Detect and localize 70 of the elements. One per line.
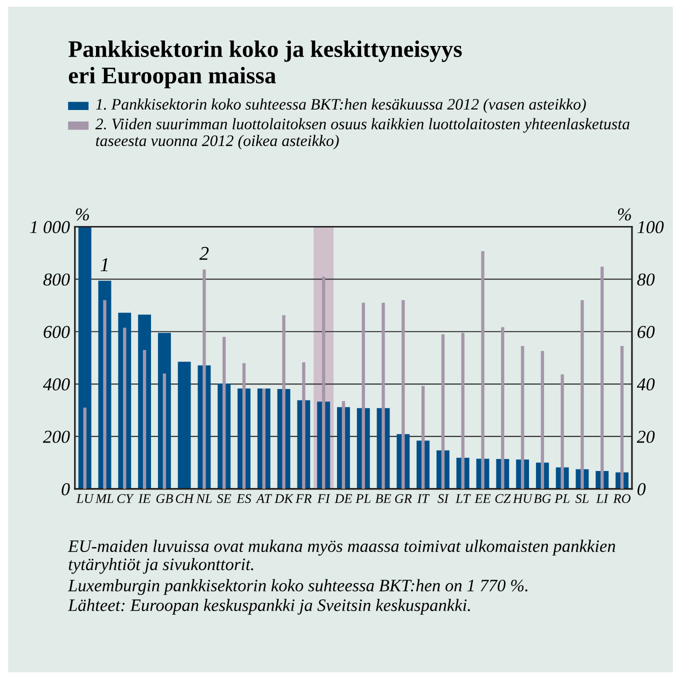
bar <box>123 328 126 489</box>
x-tick-label: LU <box>76 494 94 504</box>
y2-tick-label: 0 <box>638 483 646 496</box>
y2-tick-label: 60 <box>638 326 655 338</box>
bar <box>282 315 286 489</box>
y-tick-label: 800 <box>43 273 70 286</box>
bar <box>402 300 405 489</box>
x-tick-label: LI <box>596 494 609 503</box>
x-tick-label: CY <box>117 494 134 504</box>
x-tick-label: IT <box>417 494 430 503</box>
x-tick-label: GR <box>395 494 412 504</box>
bar <box>322 276 326 489</box>
y2-tick-label: 100 <box>637 221 664 234</box>
y-tick-label: 200 <box>42 430 70 443</box>
x-tick-label: DK <box>274 494 294 503</box>
bar <box>83 408 86 489</box>
bar <box>382 302 385 489</box>
bar <box>78 226 92 489</box>
bar <box>580 300 584 489</box>
x-tick-label: ES <box>236 494 252 504</box>
x-tick-label: CH <box>176 494 194 504</box>
legend-label: 1. Pankkisektorin koko suhteessa BKT:hen kesäkuussa 2012 (vasen asteikko) <box>96 98 586 113</box>
x-tick-label: SE <box>216 494 232 504</box>
x-tick-label: AT <box>256 494 272 503</box>
x-tick-label: NL <box>196 494 212 503</box>
x-tick-label: SI <box>438 494 449 504</box>
bar <box>501 327 504 489</box>
y2-tick-label: 40 <box>636 378 655 390</box>
text: EU-maiden luvuissa ovat mukana myös maassa toimivat ulkomaisten pankkien tytäryhtiöt ja sivukonttorit. <box>68 540 616 574</box>
bar <box>103 300 106 489</box>
x-tick-label: RO <box>613 494 631 504</box>
text: Lähteet: Euroopan keskuspankki ja Sveitsin keskuspankki. <box>68 598 470 615</box>
chart-title: Pankkisektorin koko ja keskittyneisyys eri Euroopan maissa <box>68 40 462 88</box>
x-tick-label: DE <box>334 494 352 503</box>
y-tick-label: 0 <box>62 483 70 496</box>
text: Luxemburgin pankkisektorin koko suhteessa BKT:hen on 1 770 %. <box>68 579 528 595</box>
bar <box>600 266 604 489</box>
bar <box>202 270 206 489</box>
y2-axis-title: % <box>618 208 631 221</box>
bar <box>362 302 365 489</box>
x-tick-label: LT <box>456 494 471 503</box>
legend-label: 2. Viiden suurimman luottolaitoksen osuus kaikkien luottolaitosten yhteenlasketusta taseesta vuonna 2012 (oikea asteikko) <box>95 118 630 150</box>
bar <box>302 362 306 489</box>
y2-tick-label: 20 <box>636 430 655 443</box>
bar <box>178 362 191 489</box>
x-tick-label: ML <box>95 494 114 503</box>
y-tick-label: 600 <box>44 326 70 338</box>
bar <box>162 374 166 489</box>
x-tick-label: HU <box>512 494 533 504</box>
x-tick-label: SL <box>575 494 589 504</box>
y-tick-label: 400 <box>43 378 70 390</box>
x-tick-label: GB <box>156 494 173 504</box>
x-tick-label: PL <box>356 494 370 503</box>
bar <box>560 374 564 489</box>
x-tick-label: BG <box>534 494 551 504</box>
bar <box>461 332 464 489</box>
x-tick-label: IE <box>138 494 151 503</box>
x-tick-label: EE <box>474 494 491 503</box>
annotation: 1 <box>100 258 108 272</box>
annotation: 2 <box>199 246 209 260</box>
x-tick-label: CZ <box>495 494 511 504</box>
y-tick-label: 1 000 <box>30 221 70 234</box>
x-tick-label: FI <box>317 494 330 503</box>
x-tick-label: BE <box>375 494 392 503</box>
y2-tick-label: 80 <box>637 273 655 286</box>
x-tick-label: PL <box>554 494 570 503</box>
bar <box>481 251 484 489</box>
bar <box>222 336 226 489</box>
x-tick-label: FR <box>296 494 312 503</box>
y-axis-title: % <box>76 208 89 221</box>
